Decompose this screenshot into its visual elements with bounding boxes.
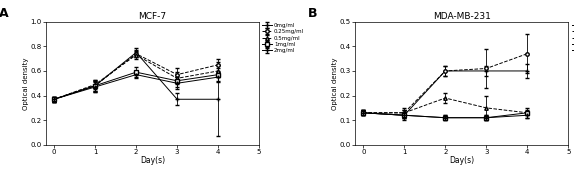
Y-axis label: Optical density: Optical density bbox=[23, 57, 29, 110]
Title: MCF-7: MCF-7 bbox=[138, 12, 166, 21]
Title: MDA-MB-231: MDA-MB-231 bbox=[433, 12, 491, 21]
X-axis label: Day(s): Day(s) bbox=[449, 156, 474, 165]
Text: B: B bbox=[308, 7, 317, 20]
X-axis label: Day(s): Day(s) bbox=[140, 156, 165, 165]
Text: A: A bbox=[0, 7, 9, 20]
Legend: 0mg/ml, 0.25mg/ml, 0.5mg/ml, 1mg/ml, 2mg/ml: 0mg/ml, 0.25mg/ml, 0.5mg/ml, 1mg/ml, 2mg… bbox=[571, 22, 574, 54]
Y-axis label: Optical density: Optical density bbox=[332, 57, 338, 110]
Legend: 0mg/ml, 0.25mg/ml, 0.5mg/ml, 1mg/ml, 2mg/ml: 0mg/ml, 0.25mg/ml, 0.5mg/ml, 1mg/ml, 2mg… bbox=[261, 22, 305, 54]
